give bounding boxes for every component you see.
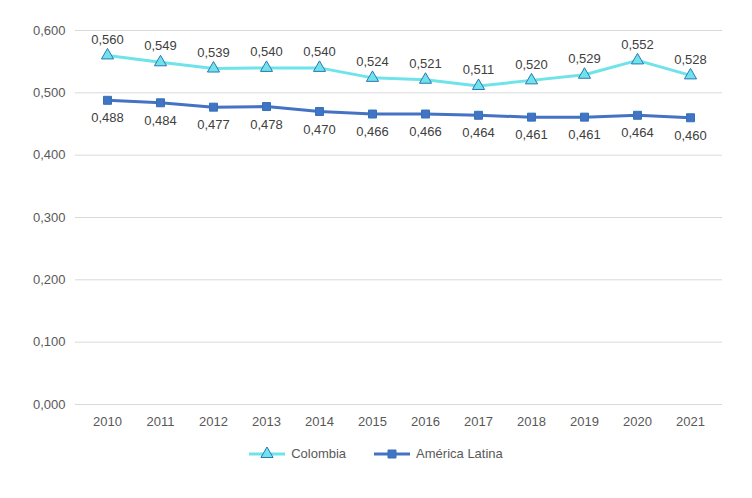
svg-text:0,540: 0,540 xyxy=(303,44,336,59)
svg-text:0,540: 0,540 xyxy=(250,44,283,59)
svg-text:2010: 2010 xyxy=(93,414,122,429)
svg-text:0,520: 0,520 xyxy=(515,57,548,72)
svg-text:0,500: 0,500 xyxy=(33,85,66,100)
svg-text:0,464: 0,464 xyxy=(462,125,495,140)
svg-text:2012: 2012 xyxy=(199,414,228,429)
svg-text:0,511: 0,511 xyxy=(463,62,495,77)
svg-text:0,466: 0,466 xyxy=(409,124,442,139)
svg-text:0,460: 0,460 xyxy=(674,128,707,143)
svg-text:0,400: 0,400 xyxy=(33,147,66,162)
svg-text:2014: 2014 xyxy=(305,414,334,429)
svg-text:0,549: 0,549 xyxy=(144,38,177,53)
svg-text:0,466: 0,466 xyxy=(356,124,389,139)
svg-text:0,461: 0,461 xyxy=(568,127,601,142)
svg-text:0,464: 0,464 xyxy=(621,125,654,140)
svg-text:2020: 2020 xyxy=(623,414,652,429)
svg-text:0,200: 0,200 xyxy=(33,272,66,287)
svg-text:0,529: 0,529 xyxy=(568,51,601,66)
svg-text:2018: 2018 xyxy=(517,414,546,429)
svg-text:2015: 2015 xyxy=(358,414,387,429)
svg-text:0,100: 0,100 xyxy=(33,334,66,349)
svg-text:0,521: 0,521 xyxy=(409,56,442,71)
svg-text:0,539: 0,539 xyxy=(197,45,230,60)
svg-text:0,484: 0,484 xyxy=(144,113,177,128)
svg-text:2017: 2017 xyxy=(464,414,493,429)
html-text:Colombia: Colombia xyxy=(291,446,347,461)
svg-text:0,600: 0,600 xyxy=(33,23,66,38)
svg-text:0,470: 0,470 xyxy=(303,122,336,137)
svg-text:0,478: 0,478 xyxy=(250,117,283,132)
html-text:América Latina: América Latina xyxy=(416,446,503,461)
svg-text:0,300: 0,300 xyxy=(33,210,66,225)
svg-text:2021: 2021 xyxy=(676,414,705,429)
svg-text:2019: 2019 xyxy=(570,414,599,429)
svg-text:0,552: 0,552 xyxy=(621,37,654,52)
svg-text:0,528: 0,528 xyxy=(674,52,707,67)
svg-text:0,488: 0,488 xyxy=(91,110,124,125)
svg-text:0,524: 0,524 xyxy=(356,54,389,69)
svg-text:2016: 2016 xyxy=(411,414,440,429)
svg-text:2013: 2013 xyxy=(252,414,281,429)
svg-text:0,461: 0,461 xyxy=(515,127,548,142)
svg-text:0,477: 0,477 xyxy=(197,117,230,132)
svg-text:0,000: 0,000 xyxy=(33,397,66,412)
svg-text:0,560: 0,560 xyxy=(91,32,124,47)
svg-text:2011: 2011 xyxy=(147,414,175,429)
